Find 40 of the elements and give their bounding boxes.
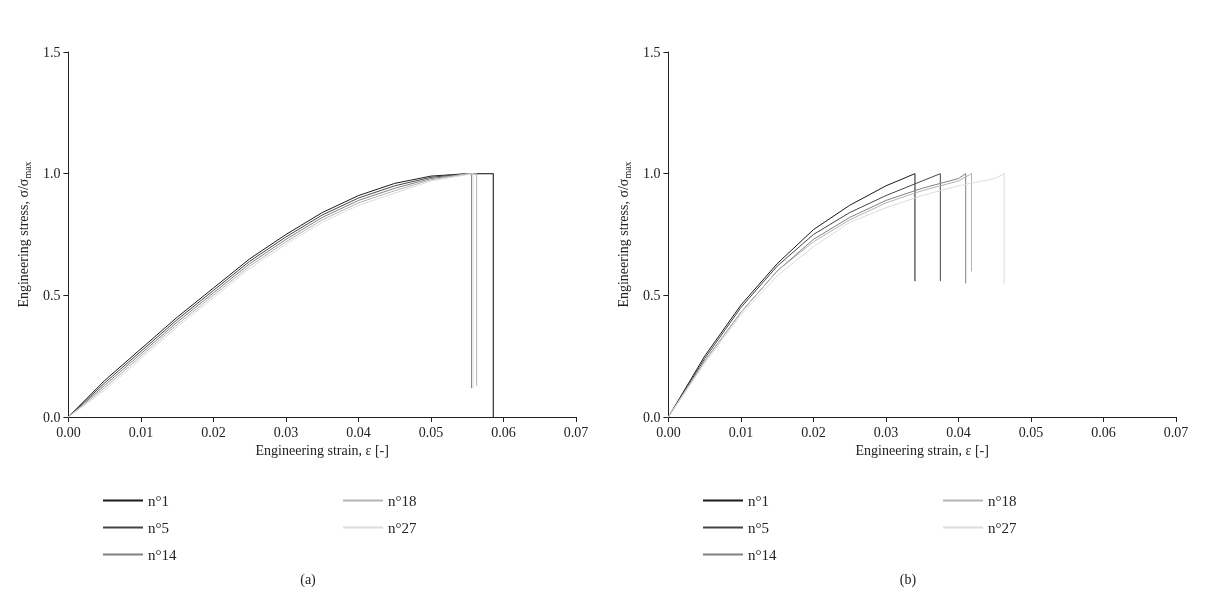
x-tick-label: 0.00 — [656, 424, 681, 440]
legend-label: n°14 — [748, 546, 777, 563]
y-tick-label: 0.5 — [42, 287, 61, 303]
x-tick-label: 0.06 — [491, 424, 516, 440]
y-tick-label: 0.0 — [42, 409, 61, 425]
legend-label: n°1 — [748, 492, 769, 509]
x-axis-title: Engineering strain, ε [-] — [855, 443, 989, 459]
y-tick-label: 1.0 — [642, 166, 661, 182]
y-tick-label: 0.0 — [642, 409, 661, 425]
x-tick-label: 0.05 — [418, 424, 444, 440]
legend-label: n°1 — [148, 492, 169, 509]
y-tick-label: 0.5 — [642, 287, 661, 303]
x-tick-label: 0.06 — [1091, 424, 1116, 440]
y-axis-title: Engineering stress, σ/σmax — [15, 161, 33, 308]
x-tick-label: 0.07 — [563, 424, 589, 440]
text: (b) — [899, 571, 917, 588]
text: (a) — [300, 571, 317, 588]
legend-label: n°18 — [388, 492, 417, 509]
legend-label: n°18 — [988, 492, 1017, 509]
y-tick-label: 1.0 — [42, 166, 61, 182]
x-tick-label: 0.02 — [801, 424, 826, 440]
x-tick-label: 0.02 — [201, 424, 226, 440]
legend-label: n°14 — [148, 546, 177, 563]
y-axis-title: Engineering stress, σ/σmax — [615, 161, 633, 308]
x-tick-label: 0.07 — [1163, 424, 1189, 440]
legend-label: n°27 — [988, 519, 1017, 536]
x-tick-label: 0.05 — [1018, 424, 1044, 440]
x-tick-label: 0.04 — [946, 424, 971, 440]
legend-label: n°5 — [748, 519, 769, 536]
x-tick-label: 0.01 — [128, 424, 154, 440]
y-tick-label: 1.5 — [42, 44, 61, 60]
legend-label: n°5 — [148, 519, 169, 536]
x-tick-label: 0.03 — [873, 424, 899, 440]
x-tick-label: 0.01 — [728, 424, 754, 440]
x-tick-label: 0.00 — [56, 424, 81, 440]
x-tick-label: 0.03 — [273, 424, 299, 440]
y-tick-label: 1.5 — [642, 44, 661, 60]
x-tick-label: 0.04 — [346, 424, 371, 440]
x-axis-title: Engineering strain, ε [-] — [255, 443, 389, 459]
legend-label: n°27 — [388, 519, 417, 536]
